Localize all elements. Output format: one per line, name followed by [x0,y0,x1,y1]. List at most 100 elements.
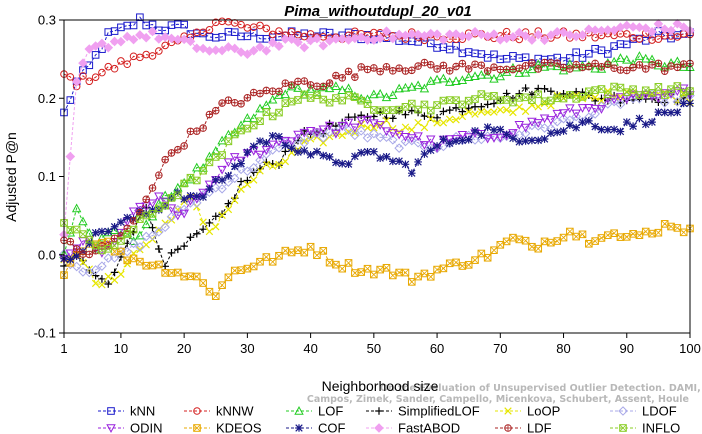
data-point-LDOF-85 [590,109,600,119]
data-point-LOF-90 [622,54,632,64]
data-point-kNN-67 [477,50,486,58]
data-point-LDF-61 [439,61,448,70]
data-point-LOF-14 [141,219,151,229]
data-point-FastABOD-48 [356,32,366,43]
data-point-LOF-47 [350,91,360,101]
data-point-INFLO-44 [332,94,340,102]
legend-label-SimplifiedLOF: SimplifiedLOF [398,404,480,419]
data-point-LoOP-33 [262,160,271,169]
data-point-LDOF-89 [615,99,626,110]
data-point-FastABOD-30 [242,49,253,60]
data-point-FastABOD-15 [147,26,158,37]
data-point-INFLO-96 [660,91,669,99]
data-point-KDEOS-40 [306,242,315,251]
data-point-LoOP-60 [433,119,441,127]
data-point-LoOP-83 [578,94,587,103]
data-point-COF-63 [452,137,460,146]
data-point-INFLO-76 [534,90,543,99]
data-point-ODIN-70 [495,133,506,143]
data-point-kNN-90 [622,40,631,49]
data-point-INFLO-4 [79,230,87,238]
data-point-FastABOD-33 [261,46,272,56]
data-point-INFLO-74 [521,93,530,102]
data-point-KDEOS-15 [148,261,157,270]
data-point-FastABOD-78 [546,30,556,40]
data-point-LDF-48 [357,63,365,71]
data-point-COF-39 [300,147,309,155]
data-point-LDF-4 [79,250,87,258]
x-tick-label-70: 70 [493,341,507,356]
data-point-INFLO-37 [287,97,296,106]
data-point-LOF-42 [318,82,328,92]
data-point-COF-14 [142,210,151,218]
data-point-KDEOS-35 [275,251,283,260]
data-point-COF-64 [458,136,467,145]
data-point-FastABOD-52 [381,26,392,37]
data-point-COF-53 [389,157,397,166]
data-point-LDOF-21 [185,198,196,208]
data-point-COF-98 [673,108,682,117]
data-point-COF-92 [635,114,644,123]
data-point-LDF-39 [300,77,309,85]
data-point-LDOF-26 [217,183,227,194]
data-point-LDOF-54 [394,143,404,153]
data-point-LDF-21 [186,127,195,136]
data-point-KDEOS-39 [300,248,309,257]
data-point-INFLO-65 [464,96,473,105]
data-point-kNN-28 [230,28,239,36]
data-point-LoOP-72 [509,108,517,117]
data-point-KDEOS-41 [313,251,321,260]
data-point-LDF-24 [205,110,214,119]
data-point-LDF-18 [167,149,176,157]
data-point-ODIN-73 [514,121,525,130]
data-point-LOF-50 [369,89,379,99]
data-point-INFLO-31 [249,121,258,130]
data-point-FastABOD-28 [229,43,240,54]
data-point-KDEOS-68 [483,253,492,262]
data-point-FastABOD-37 [286,34,297,44]
data-point-SimplifiedLOF-77 [540,84,549,93]
data-point-LDF-94 [648,61,656,69]
data-point-ODIN-43 [324,121,335,131]
data-point-INFLO-63 [452,96,460,105]
data-point-ODIN-82 [571,109,581,119]
data-point-ODIN-86 [596,105,607,114]
data-point-INFLO-83 [578,93,587,101]
data-point-COF-85 [591,122,599,131]
data-point-INFLO-28 [230,130,239,139]
data-point-SimplifiedLOF-21 [186,233,195,242]
data-point-LDF-72 [509,65,517,74]
data-point-FastABOD-10 [116,36,126,47]
data-point-LoOP-63 [452,116,460,124]
data-point-KDEOS-99 [679,228,688,237]
data-point-KDEOS-51 [376,265,384,274]
data-point-SimplifiedLOF-18 [167,249,176,257]
data-point-KDEOS-87 [603,231,612,239]
data-point-COF-24 [205,185,214,193]
data-point-LDF-33 [262,86,271,95]
data-point-FastABOD-12 [128,34,139,45]
data-point-LDF-70 [496,65,505,74]
data-point-INFLO-19 [174,191,182,200]
data-point-KDEOS-90 [622,233,631,241]
data-point-LOF-3 [71,203,82,213]
data-point-LoOP-13 [136,245,144,254]
data-point-INFLO-89 [616,83,625,92]
data-point-FastABOD-66 [470,26,480,37]
data-point-INFLO-11 [123,230,132,238]
data-point-KDEOS-81 [566,227,574,236]
data-point-LDF-58 [420,58,429,67]
data-point-LDOF-16 [154,227,164,237]
data-point-SimplifiedLOF-48 [357,111,365,120]
data-point-ODIN-93 [640,90,651,100]
data-point-INFLO-91 [629,85,637,93]
data-point-KDEOS-36 [281,246,290,255]
data-point-ODIN-3 [71,244,82,254]
data-point-LDF-73 [515,64,524,73]
data-point-INFLO-5 [85,235,94,244]
data-point-LOF-52 [381,92,392,102]
data-point-ODIN-52 [381,127,392,137]
data-point-COF-22 [192,192,201,201]
data-point-KDEOS-83 [578,230,587,239]
data-point-LoOP-39 [300,137,309,146]
